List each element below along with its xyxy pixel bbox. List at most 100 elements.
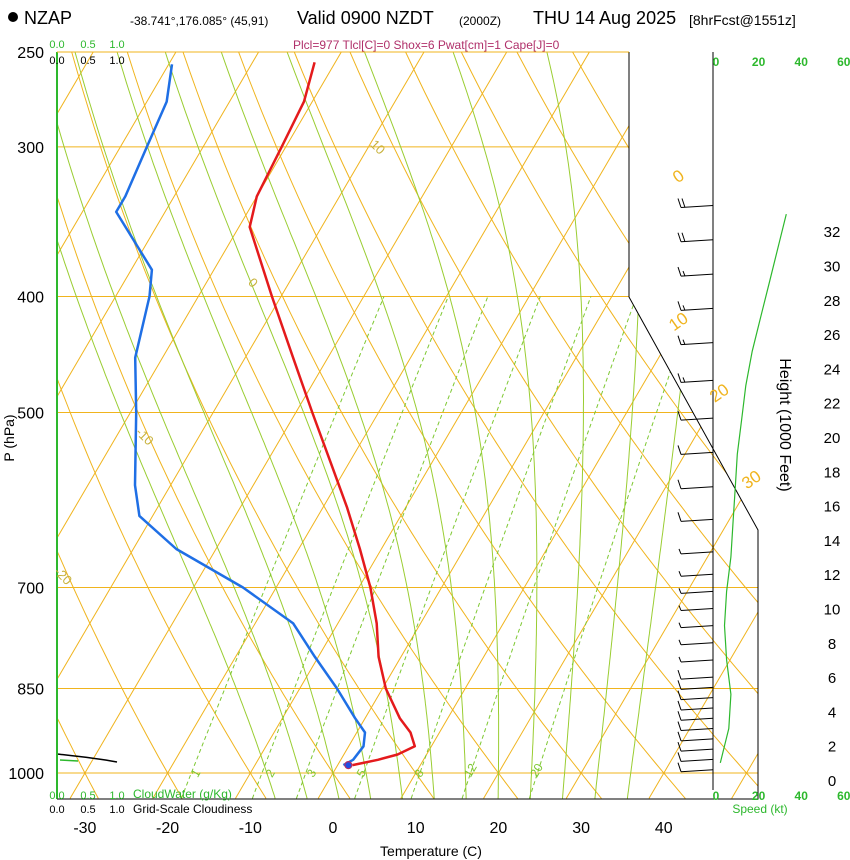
wind-barb-shaft xyxy=(680,758,714,762)
cloudwater-label: CloudWater (g/Kg) xyxy=(133,787,232,801)
wind-barb xyxy=(677,680,714,690)
dry-adiabat-line xyxy=(57,52,183,799)
moist-adiabat-line xyxy=(220,52,435,799)
wind-barb xyxy=(677,266,714,277)
moist-adiabat-line xyxy=(546,52,584,799)
right-axis-title: Height (1000 Feet) xyxy=(776,358,793,491)
valid-date: THU 14 Aug 2025 xyxy=(533,8,677,28)
wind-barb xyxy=(677,198,714,208)
wind-barb-half-flag xyxy=(682,339,686,345)
isotherm-line xyxy=(235,52,685,799)
dry-adiabat-line xyxy=(340,52,758,799)
pressure-tick-label: 1000 xyxy=(8,766,44,783)
mixing-ratio-label: 8 xyxy=(411,767,427,780)
wind-barb xyxy=(677,335,714,346)
wind-barb-flag xyxy=(677,690,682,700)
wind-barb xyxy=(677,232,714,243)
wind-barb xyxy=(677,669,714,680)
station-title: NZAP xyxy=(8,8,72,29)
height-tick-label: 28 xyxy=(824,293,841,310)
pressure-tick-label: 700 xyxy=(17,580,44,597)
wind-barb-shaft xyxy=(680,625,714,629)
dry-adiabat-line xyxy=(120,52,518,799)
wind-barb-flag xyxy=(677,669,682,680)
dry-adiabat-line xyxy=(57,52,267,799)
cloudiness-bottom-tick: 0.0 xyxy=(49,804,64,816)
wind-barb-flag xyxy=(681,198,686,208)
wind-barb xyxy=(678,571,714,577)
wind-barb-flag xyxy=(677,721,682,731)
wind-barb-flag xyxy=(677,373,682,383)
mixing-ratio-line xyxy=(354,296,541,799)
pressure-tick-label: 250 xyxy=(17,45,44,62)
wind-barb-flag xyxy=(677,479,682,489)
height-tick-label: 4 xyxy=(828,704,836,721)
mixing-ratio-label: 3 xyxy=(304,767,320,780)
station-name: NZAP xyxy=(24,8,73,28)
moist-adiabat-line xyxy=(594,52,642,799)
wind-barb-shaft xyxy=(680,728,714,732)
height-tick-label: 32 xyxy=(824,224,841,241)
dry-adiabat-line xyxy=(285,52,758,799)
moist-adiabat-line xyxy=(74,52,340,799)
moist-adiabat-line xyxy=(164,52,403,799)
isotherm-line xyxy=(152,52,603,799)
moist-adiabat-line xyxy=(626,52,711,799)
dry-adiabat-label: 10 xyxy=(367,137,388,158)
speed-axis-top-tick: 40 xyxy=(795,55,809,69)
wind-barb xyxy=(677,741,714,752)
wind-barb xyxy=(677,711,714,721)
wind-barb-half-flag xyxy=(682,270,686,277)
wind-barb-shaft xyxy=(680,451,714,455)
height-tick-label: 8 xyxy=(828,636,836,653)
isotherm-line xyxy=(57,52,355,799)
speed-axis-bottom-tick: 40 xyxy=(795,789,809,803)
cloudwater-top-tick: 0.5 xyxy=(80,39,95,51)
moist-adiabat-line xyxy=(116,52,372,799)
wind-barb-shaft xyxy=(680,608,714,611)
height-tick-label: 22 xyxy=(824,396,841,413)
wind-barb-flag xyxy=(677,301,682,311)
wind-barb-half-flag xyxy=(678,639,682,645)
speed-axis-top-tick: 20 xyxy=(752,55,766,69)
wind-barb-shaft xyxy=(680,659,714,663)
wind-barb-flag xyxy=(677,512,682,522)
mixing-ratio-line xyxy=(528,296,697,799)
valid-time: Valid 0900 NZDT xyxy=(297,8,434,28)
cloudwater-trace xyxy=(57,753,118,763)
wind-barb xyxy=(677,301,714,311)
dry-adiabat-line xyxy=(57,52,99,799)
wind-barb-flag xyxy=(677,752,682,762)
wind-barb-half-flag xyxy=(682,305,686,311)
isotherm-line xyxy=(69,52,520,799)
cloudiness-trace xyxy=(59,759,79,762)
isotherm-line xyxy=(57,52,437,799)
temperature-tick-label: 30 xyxy=(572,820,590,837)
temperature-tick-label: 20 xyxy=(490,820,508,837)
wind-barb-flag xyxy=(677,266,682,277)
dry-adiabat-line xyxy=(670,52,758,799)
mixing-ratio-label: 12 xyxy=(461,761,480,780)
wind-barb xyxy=(677,752,714,762)
dry-adiabat-line xyxy=(65,52,435,799)
wind-barb-shaft xyxy=(680,642,714,646)
wind-barb xyxy=(677,690,714,701)
wind-layer xyxy=(677,52,787,790)
wind-barb-flag xyxy=(677,198,682,208)
valid-time-zulu: (2000Z) xyxy=(459,14,502,28)
cloudiness-label: Grid-Scale Cloudiness xyxy=(133,802,252,816)
stability-indices: Plcl=977 Tlcl[C]=0 Shox=6 Pwat[cm]=1 Cap… xyxy=(293,38,560,52)
isotherm-label: 0 xyxy=(669,166,688,187)
wind-barb-shaft xyxy=(680,748,714,752)
pressure-tick-label: 850 xyxy=(17,681,44,698)
wind-barb xyxy=(678,548,714,555)
wind-barb-flag xyxy=(677,762,682,772)
mixing-ratio-line xyxy=(180,296,385,799)
temperature-profile-line xyxy=(248,61,417,767)
wind-barb-shaft xyxy=(680,204,714,208)
profiles-layer xyxy=(57,61,417,770)
wind-barb xyxy=(678,588,714,594)
wind-barb-half-flag xyxy=(678,656,682,663)
dry-adiabat-line xyxy=(560,52,758,799)
